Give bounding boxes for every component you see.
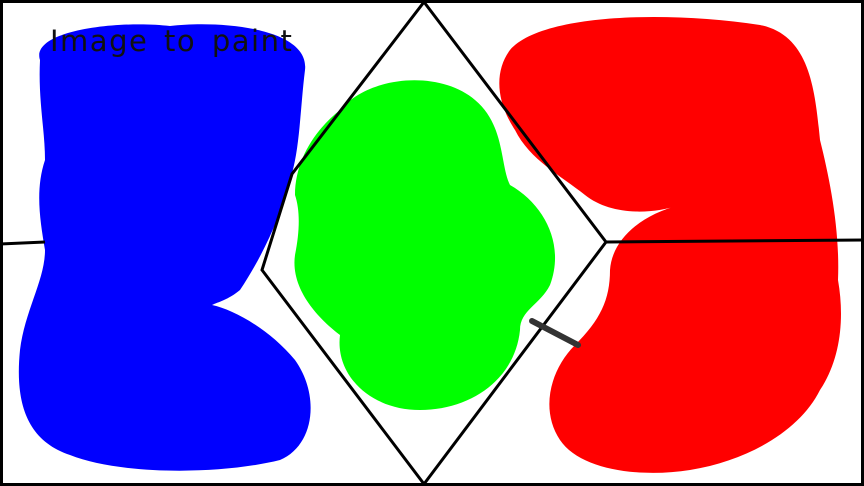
blue-paint-blob [18, 24, 311, 471]
right-divider-line [605, 238, 864, 244]
diamond-outline [260, 0, 608, 486]
stray-brush-mark [529, 318, 581, 348]
left-divider-line [0, 240, 46, 246]
red-paint-blob [499, 17, 841, 473]
blue-paint-fill [18, 24, 311, 471]
page-title: Image to paint [50, 24, 294, 58]
red-paint-fill [499, 17, 841, 473]
green-paint-fill [294, 80, 556, 410]
green-paint-blob [294, 80, 556, 410]
